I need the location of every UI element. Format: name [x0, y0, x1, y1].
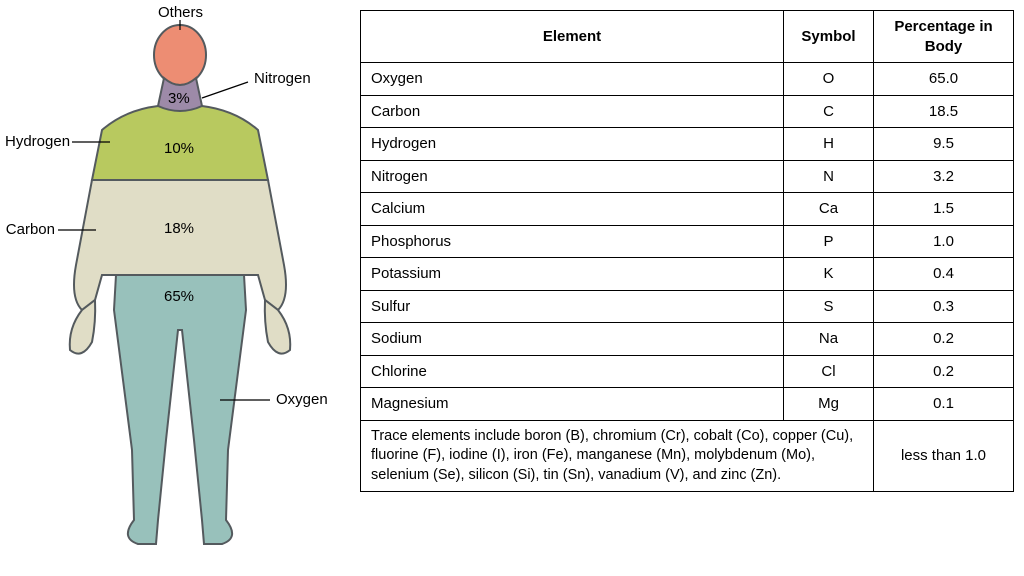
- cell-element: Potassium: [361, 258, 784, 291]
- cell-symbol: Mg: [784, 388, 874, 421]
- elements-table: Element Symbol Percentage in Body Oxygen…: [360, 10, 1014, 492]
- header-symbol: Symbol: [784, 11, 874, 63]
- cell-percentage: 0.2: [874, 323, 1014, 356]
- cell-symbol: Cl: [784, 355, 874, 388]
- cell-percentage: 0.4: [874, 258, 1014, 291]
- table-header-row: Element Symbol Percentage in Body: [361, 11, 1014, 63]
- label-nitrogen: Nitrogen: [254, 70, 311, 87]
- cell-element: Nitrogen: [361, 160, 784, 193]
- table-row-trace: Trace elements include boron (B), chromi…: [361, 420, 1014, 492]
- cell-element: Sulfur: [361, 290, 784, 323]
- cell-percentage: 0.2: [874, 355, 1014, 388]
- cell-element: Phosphorus: [361, 225, 784, 258]
- table-row: ChlorineCl0.2: [361, 355, 1014, 388]
- elements-table-panel: Element Symbol Percentage in Body Oxygen…: [360, 10, 1014, 566]
- table-row: OxygenO65.0: [361, 63, 1014, 96]
- cell-symbol: Ca: [784, 193, 874, 226]
- cell-element: Oxygen: [361, 63, 784, 96]
- cell-percentage: 18.5: [874, 95, 1014, 128]
- table-row: PhosphorusP1.0: [361, 225, 1014, 258]
- cell-element: Hydrogen: [361, 128, 784, 161]
- table-row: SulfurS0.3: [361, 290, 1014, 323]
- cell-symbol: P: [784, 225, 874, 258]
- cell-percentage: 3.2: [874, 160, 1014, 193]
- cell-element: Magnesium: [361, 388, 784, 421]
- header-element: Element: [361, 11, 784, 63]
- region-oxygen-legs: [114, 275, 246, 544]
- cell-symbol: H: [784, 128, 874, 161]
- cell-trace-percentage: less than 1.0: [874, 420, 1014, 492]
- cell-percentage: 65.0: [874, 63, 1014, 96]
- table-row: CarbonC18.5: [361, 95, 1014, 128]
- label-carbon: Carbon: [5, 221, 55, 238]
- table-row: NitrogenN3.2: [361, 160, 1014, 193]
- cell-percentage: 0.3: [874, 290, 1014, 323]
- cell-percentage: 1.5: [874, 193, 1014, 226]
- table-row: PotassiumK0.4: [361, 258, 1014, 291]
- cell-element: Chlorine: [361, 355, 784, 388]
- cell-element: Calcium: [361, 193, 784, 226]
- cell-element: Sodium: [361, 323, 784, 356]
- cell-symbol: N: [784, 160, 874, 193]
- header-percentage: Percentage in Body: [874, 11, 1014, 63]
- cell-symbol: C: [784, 95, 874, 128]
- region-others-head: [154, 25, 206, 85]
- pct-hydrogen: 10%: [164, 140, 194, 157]
- table-row: SodiumNa0.2: [361, 323, 1014, 356]
- body-composition-diagram: Others Nitrogen Hydrogen Carbon Oxygen 3…: [10, 10, 340, 566]
- cell-symbol: S: [784, 290, 874, 323]
- cell-symbol: Na: [784, 323, 874, 356]
- pct-oxygen: 65%: [164, 288, 194, 305]
- cell-percentage: 0.1: [874, 388, 1014, 421]
- leader-nitrogen: [202, 82, 248, 98]
- table-row: CalciumCa1.5: [361, 193, 1014, 226]
- label-oxygen: Oxygen: [276, 391, 328, 408]
- cell-symbol: O: [784, 63, 874, 96]
- table-row: MagnesiumMg0.1: [361, 388, 1014, 421]
- pct-carbon: 18%: [164, 220, 194, 237]
- cell-trace-text: Trace elements include boron (B), chromi…: [361, 420, 874, 492]
- label-hydrogen: Hydrogen: [5, 133, 69, 150]
- cell-percentage: 1.0: [874, 225, 1014, 258]
- table-row: HydrogenH9.5: [361, 128, 1014, 161]
- cell-element: Carbon: [361, 95, 784, 128]
- cell-symbol: K: [784, 258, 874, 291]
- pct-nitrogen: 3%: [168, 90, 190, 107]
- cell-percentage: 9.5: [874, 128, 1014, 161]
- label-others: Others: [158, 4, 203, 21]
